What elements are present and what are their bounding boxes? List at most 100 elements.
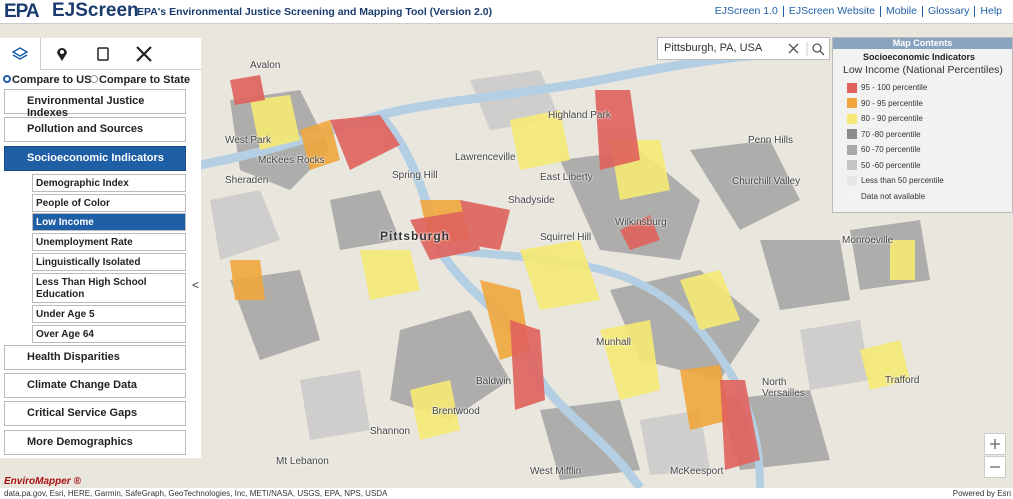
plus-icon (990, 439, 1000, 449)
legend-item: Data not available (847, 189, 1012, 205)
map-label: Pittsburgh (380, 229, 450, 243)
menu-item[interactable]: Pollution and Sources (4, 117, 186, 142)
legend-label: 95 - 100 percentile (861, 83, 928, 93)
attribution: data.pa.gov, Esri, HERE, Garmin, SafeGra… (4, 489, 388, 498)
logo[interactable]: EPA (4, 1, 40, 22)
layers-icon (12, 47, 28, 60)
legend-swatch (847, 160, 857, 171)
legend-item: 60 -70 percentile (847, 142, 1012, 158)
map-contents: Map Contents Socioeconomic Indicators Lo… (832, 37, 1013, 213)
search-text: Pittsburgh, PA, USA (664, 42, 763, 54)
menu-item[interactable]: Climate Change Data (4, 373, 186, 398)
map-label: Monroeville (842, 235, 894, 246)
map-label: Mt Lebanon (276, 456, 329, 467)
location-tab[interactable] (41, 38, 82, 70)
submenu-item[interactable]: Linguistically Isolated (32, 253, 186, 271)
tab-bar (0, 38, 201, 70)
header-link[interactable]: Mobile (880, 6, 922, 17)
menu-item[interactable]: Socioeconomic Indicators (4, 146, 186, 171)
map-label: Highland Park (548, 110, 611, 121)
minus-icon (990, 466, 1000, 468)
menu-item[interactable]: More Demographics (4, 430, 186, 455)
map-label: Munhall (596, 337, 632, 348)
layers-tab[interactable] (0, 38, 41, 70)
map-label: Wilkinsburg (615, 217, 667, 228)
radio (90, 75, 98, 83)
map-label: Shadyside (508, 195, 555, 206)
legend-swatch (847, 144, 857, 155)
map-label: West Mifflin (530, 466, 582, 477)
legend-item: 90 - 95 percentile (847, 96, 1012, 112)
legend-item: 70 -80 percentile (847, 127, 1012, 143)
report-icon (96, 47, 109, 61)
radio-label: Compare to State (99, 74, 191, 86)
sidebar: Compare to US Compare to State Environme… (0, 38, 201, 458)
legend: 95 - 100 percentile 90 - 95 percentile 80 … (833, 80, 1012, 204)
radio-label: Compare to US (12, 74, 92, 86)
report-tab[interactable] (82, 38, 123, 70)
pin-icon (56, 48, 67, 61)
legend-item: Less than 50 percentile (847, 173, 1012, 189)
legend-label: 80 - 90 percentile (861, 114, 923, 124)
legend-swatch (847, 113, 857, 124)
map-label: North Versailles (762, 377, 805, 399)
zoom-in[interactable] (984, 433, 1006, 455)
radio-us[interactable]: Compare to US (3, 74, 91, 86)
map-label: Squirrel Hill (540, 232, 592, 243)
header-link[interactable]: Glossary (921, 6, 974, 17)
legend-label: 60 -70 percentile (861, 145, 921, 155)
legend-item: 95 - 100 percentile (847, 80, 1012, 96)
app-name: EJScreen (52, 0, 139, 21)
map-contents-title: Map Contents (833, 38, 1012, 49)
layer-name[interactable]: Socioeconomic Indicators (863, 52, 976, 62)
brand: EnviroMapper ® (4, 476, 81, 487)
map-label: McKeesport (670, 466, 724, 477)
header-link[interactable]: EJScreen Website (782, 6, 880, 17)
legend-label: Data not available (861, 191, 926, 201)
zoom-out[interactable] (984, 456, 1006, 478)
footer: EnviroMapper ® data.pa.gov, Esri, HERE, … (0, 476, 1013, 499)
map-label: Avalon (250, 60, 281, 71)
submenu-item[interactable]: People of Color (32, 194, 186, 212)
search-buttons (788, 42, 825, 56)
powered-by[interactable]: Powered by Esri (952, 489, 1011, 498)
legend-swatch (847, 82, 857, 93)
legend-swatch (847, 98, 857, 109)
header-link[interactable]: Help (974, 6, 1007, 17)
search-box[interactable]: Pittsburgh, PA, USA (657, 37, 830, 60)
tools-tab[interactable] (123, 38, 164, 70)
map-label: West Park (225, 135, 271, 146)
collapse-button[interactable]: < (192, 278, 200, 292)
legend-swatch (847, 191, 857, 202)
app-title: EPA's Environmental Justice Screening an… (137, 6, 493, 18)
header-link[interactable]: EJScreen 1.0 (714, 5, 778, 17)
menu-item[interactable]: Environmental Justice Indexes (4, 89, 186, 119)
map-label: Penn Hills (748, 135, 794, 146)
legend-label: 50 -60 percentile (861, 160, 921, 170)
submenu-item[interactable]: Over Age 64 (32, 325, 186, 343)
legend-label: 90 - 95 percentile (861, 98, 923, 108)
radio-state[interactable]: Compare to State (90, 74, 190, 86)
map-label: Lawrenceville (455, 152, 516, 163)
header: EPA EJScreen EPA's Environmental Justice… (0, 0, 1013, 24)
legend-label: 70 -80 percentile (861, 129, 921, 139)
layer-subtitle: Low Income (National Percentiles) (843, 64, 1003, 76)
submenu-item[interactable]: Low Income (32, 213, 186, 231)
submenu-item[interactable]: Less Than High School Education (32, 273, 186, 303)
legend-swatch (847, 175, 857, 186)
map-label: Shannon (370, 426, 411, 437)
legend-item: 80 - 90 percentile (847, 111, 1012, 127)
legend-label: Less than 50 percentile (861, 176, 944, 186)
map-label: Brentwood (432, 406, 480, 417)
submenu-item[interactable]: Demographic Index (32, 174, 186, 192)
menu-item[interactable]: Critical Service Gaps (4, 401, 186, 426)
submenu-item[interactable]: Under Age 5 (32, 305, 186, 323)
menu-item[interactable]: Health Disparities (4, 345, 186, 370)
map-label: Trafford (885, 375, 920, 386)
map-label: Sheraden (225, 175, 269, 186)
map-label: Churchill Valley (732, 176, 801, 187)
map-label: McKees Rocks (258, 155, 325, 166)
submenu-item[interactable]: Unemployment Rate (32, 233, 186, 251)
